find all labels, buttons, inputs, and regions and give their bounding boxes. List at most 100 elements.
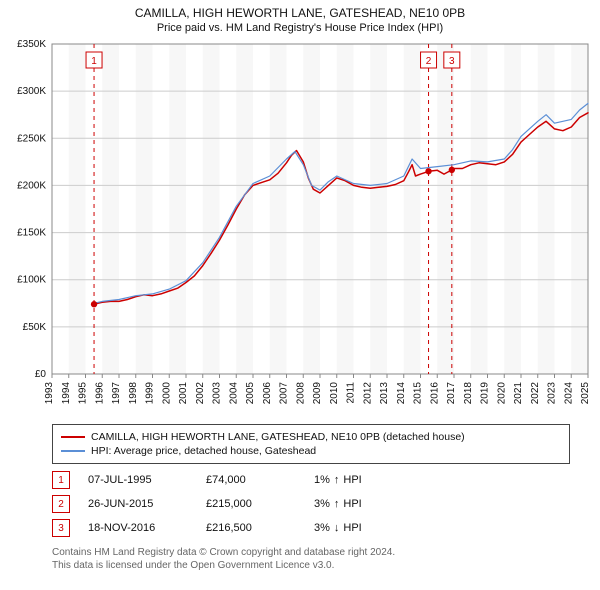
legend-row: HPI: Average price, detached house, Gate… (61, 445, 561, 457)
sale-dot (425, 168, 431, 174)
plot-band (236, 44, 253, 374)
sale-diff-label: HPI (343, 522, 361, 534)
legend-label: CAMILLA, HIGH HEWORTH LANE, GATESHEAD, N… (91, 431, 465, 443)
price-chart: £0 £50K £100K £150K £200K £250K £300K £350K 1993… (0, 38, 600, 418)
x-tick-label: 2004 (228, 382, 239, 405)
x-tick-label: 1995 (78, 382, 89, 405)
x-tick-label: 2023 (547, 382, 558, 405)
arrow-up-icon: ↑ (334, 498, 340, 510)
x-tick-label: 2016 (429, 382, 440, 405)
plot-band (303, 44, 320, 374)
legend-swatch (61, 436, 85, 438)
plot-band (287, 44, 304, 374)
sale-marker-num: 2 (426, 56, 432, 67)
x-tick-label: 2003 (212, 382, 223, 405)
sale-date: 18-NOV-2016 (88, 522, 188, 534)
sale-marker-ref: 1 (52, 471, 70, 489)
plot-band (119, 44, 136, 374)
x-tick-label: 2009 (312, 382, 323, 405)
sale-price: £74,000 (206, 474, 296, 486)
page-subtitle: Price paid vs. HM Land Registry's House … (0, 20, 600, 38)
sale-diff-label: HPI (343, 498, 361, 510)
x-tick-label: 2022 (530, 382, 541, 405)
sale-diff: 3% ↓HPI (314, 522, 404, 534)
plot-band (337, 44, 354, 374)
sale-date: 26-JUN-2015 (88, 498, 188, 510)
plot-band (52, 44, 69, 374)
x-tick-label: 2006 (262, 382, 273, 405)
sale-marker-num: 1 (91, 56, 97, 67)
x-tick-label: 2014 (396, 382, 407, 405)
x-tick-label: 2019 (480, 382, 491, 405)
y-tick-label: £300K (17, 86, 46, 97)
x-tick-label: 2017 (446, 382, 457, 405)
sale-date: 07-JUL-1995 (88, 474, 188, 486)
plot-band (270, 44, 287, 374)
chart-svg: £0 £50K £100K £150K £200K £250K £300K £350K 1993… (0, 38, 600, 418)
plot-band (370, 44, 387, 374)
plot-band (555, 44, 572, 374)
y-tick-label: £200K (17, 180, 46, 191)
plot-band (220, 44, 237, 374)
y-tick-label: £150K (17, 228, 46, 239)
sale-marker-ref: 3 (52, 519, 70, 537)
plot-band (488, 44, 505, 374)
legend: CAMILLA, HIGH HEWORTH LANE, GATESHEAD, N… (52, 424, 570, 464)
footer-line1: Contains HM Land Registry data © Crown c… (52, 546, 570, 559)
sale-marker-num: 3 (449, 56, 455, 67)
plot-band (521, 44, 538, 374)
x-tick-label: 1994 (61, 382, 72, 405)
plot-band (471, 44, 488, 374)
sale-diff-label: HPI (343, 474, 361, 486)
plot-band (169, 44, 186, 374)
sale-row: 318-NOV-2016£216,5003%↓HPI (52, 516, 570, 540)
footer-line2: This data is licensed under the Open Gov… (52, 559, 570, 572)
arrow-down-icon: ↓ (334, 522, 340, 534)
page-title: CAMILLA, HIGH HEWORTH LANE, GATESHEAD, N… (0, 0, 600, 20)
legend-swatch (61, 450, 85, 452)
plot-band (153, 44, 170, 374)
x-tick-label: 1993 (44, 382, 55, 405)
y-tick-label: £50K (23, 322, 47, 333)
y-tick-label: £100K (17, 275, 46, 286)
x-tick-label: 2007 (279, 382, 290, 405)
sale-dot (91, 301, 97, 307)
footer: Contains HM Land Registry data © Crown c… (52, 546, 570, 572)
sale-diff-pct: 3% (314, 522, 330, 534)
plot-band (387, 44, 404, 374)
x-tick-label: 2024 (563, 382, 574, 405)
plot-band (320, 44, 337, 374)
plot-band (69, 44, 86, 374)
x-tick-label: 2020 (496, 382, 507, 405)
plot-band (504, 44, 521, 374)
x-tick-label: 2012 (362, 382, 373, 405)
sale-dot (449, 167, 455, 173)
x-tick-label: 2010 (329, 382, 340, 405)
x-tick-label: 1997 (111, 382, 122, 405)
x-tick-label: 2015 (413, 382, 424, 405)
plot-band (186, 44, 203, 374)
plot-band (253, 44, 270, 374)
x-tick-label: 2001 (178, 382, 189, 405)
sale-diff-pct: 1% (314, 474, 330, 486)
sale-diff: 3% ↑HPI (314, 498, 404, 510)
plot-band (354, 44, 371, 374)
plot-band (404, 44, 421, 374)
legend-row: CAMILLA, HIGH HEWORTH LANE, GATESHEAD, N… (61, 431, 561, 443)
y-tick-label: £250K (17, 133, 46, 144)
plot-band (454, 44, 471, 374)
plot-band (136, 44, 153, 374)
y-tick-label: £350K (17, 39, 46, 50)
x-tick-label: 2000 (161, 382, 172, 405)
plot-band (102, 44, 119, 374)
sale-diff-pct: 3% (314, 498, 330, 510)
x-tick-label: 2008 (295, 382, 306, 405)
plot-band (571, 44, 588, 374)
x-tick-label: 1998 (128, 382, 139, 405)
sale-price: £215,000 (206, 498, 296, 510)
x-tick-label: 1996 (94, 382, 105, 405)
x-tick-label: 2021 (513, 382, 524, 405)
y-tick-label: £0 (35, 369, 47, 380)
x-tick-label: 2005 (245, 382, 256, 405)
x-tick-label: 2011 (346, 382, 357, 404)
